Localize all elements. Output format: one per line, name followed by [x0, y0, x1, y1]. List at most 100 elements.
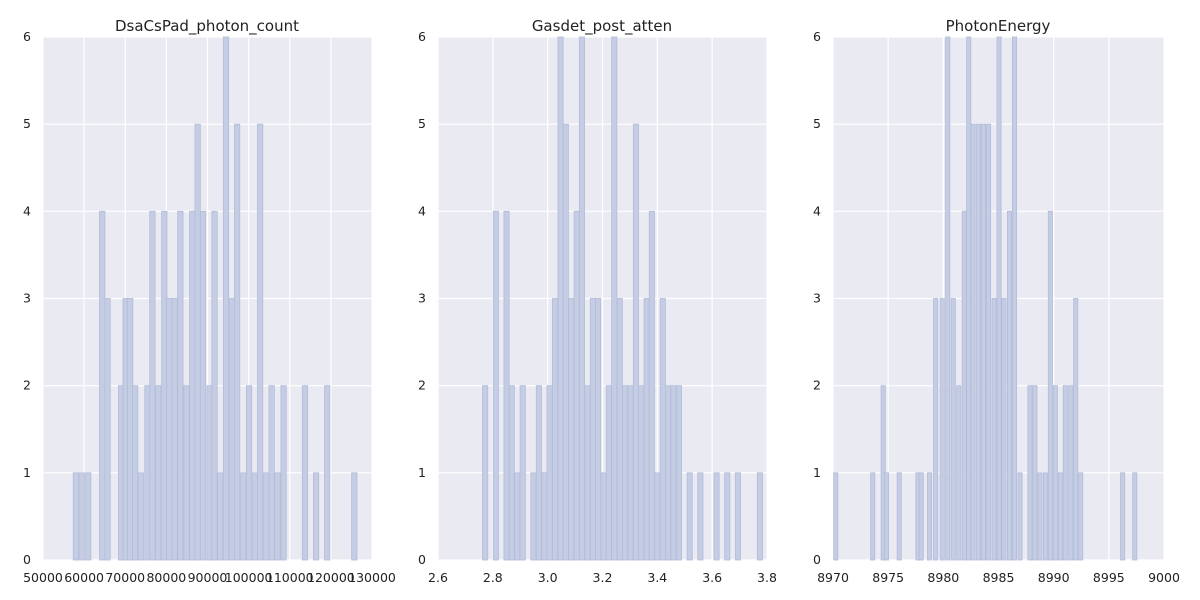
x-tick-label: 2.8	[483, 570, 503, 585]
histogram-bar	[245, 385, 253, 561]
histogram-bar	[1001, 298, 1007, 561]
panel-dsacspad-photon-count: DsaCsPad_photon_count 0 1 2 3 4 5 6 50000 60000 7…	[23, 17, 396, 585]
histogram-bar	[234, 123, 241, 561]
histogram-bar	[137, 472, 144, 561]
histogram-bar	[991, 298, 997, 561]
histogram-bar	[1047, 210, 1053, 561]
y-tick-label: 1	[23, 465, 31, 480]
histogram-bar	[621, 385, 628, 561]
histogram-bar	[665, 385, 672, 561]
histogram-bar	[217, 472, 224, 561]
histogram-bar	[1120, 472, 1126, 561]
y-tick-label: 1	[418, 465, 426, 480]
histogram-bar	[78, 472, 85, 561]
x-tick-label: 8985	[983, 570, 1015, 585]
y-tick-label: 5	[418, 116, 426, 131]
y-tick-label: 2	[23, 378, 31, 393]
histogram-bar	[578, 36, 585, 561]
y-tick-label: 2	[418, 378, 426, 393]
x-tick-label: 50000	[23, 570, 63, 585]
y-tick-label: 4	[813, 203, 821, 218]
histogram-bar	[627, 385, 634, 561]
histogram-bar	[482, 385, 489, 561]
y-tick-label: 0	[23, 552, 31, 567]
histogram-bar	[149, 210, 156, 561]
histogram-bar	[85, 472, 92, 561]
y-tick-label: 5	[23, 116, 31, 131]
histogram-bar	[1057, 472, 1063, 561]
x-tick-label: 100000	[225, 570, 273, 585]
histogram-bar	[870, 472, 876, 561]
histogram-bar	[1042, 472, 1048, 561]
histogram-bar	[896, 472, 902, 561]
histogram-bar	[734, 472, 741, 561]
histogram-bar	[686, 472, 693, 561]
x-tick-label: 120000	[307, 570, 355, 585]
y-tick-label: 3	[813, 291, 821, 306]
histogram-bar	[713, 472, 720, 561]
histogram-bar	[562, 123, 569, 561]
histogram-bar	[1062, 385, 1068, 561]
histogram-bar	[573, 210, 580, 561]
histogram-bar	[1032, 385, 1038, 561]
x-tick-label: 60000	[64, 570, 104, 585]
histogram-bar	[263, 472, 270, 561]
histogram-bar	[99, 210, 106, 561]
x-tick-label: 70000	[105, 570, 145, 585]
histogram-bar	[611, 36, 618, 561]
histogram-bar	[724, 472, 731, 561]
histogram-bar	[976, 123, 982, 561]
histogram-bar	[595, 298, 602, 561]
histogram-bar	[659, 298, 666, 561]
histogram-bar	[557, 36, 564, 561]
y-tick-label: 3	[23, 291, 31, 306]
histogram-bar	[492, 210, 499, 561]
x-tick-label: 80000	[146, 570, 186, 585]
histogram-bar	[503, 210, 510, 561]
histogram-bar	[933, 298, 939, 561]
histogram-bar	[600, 472, 607, 561]
histogram-bar	[654, 472, 661, 561]
y-tick-label: 4	[23, 203, 31, 218]
histogram-bar	[961, 210, 967, 561]
histogram-bar	[228, 298, 235, 561]
panel-gasdet-post-atten: Gasdet_post_atten 0 1 2 3 4 5 6 2.6 2.8 3.0 3.2 3.4…	[418, 17, 777, 585]
panel-photon-energy: PhotonEnergy 0 1 2 3 4 5 6 8970 8975 8980 8985 8990…	[813, 17, 1180, 585]
x-tick-label: 8980	[927, 570, 959, 585]
histogram-bar	[514, 472, 521, 561]
y-tick-label: 5	[813, 116, 821, 131]
histogram-bar	[939, 298, 945, 561]
histogram-bar	[616, 298, 623, 561]
x-tick-label: 3.6	[702, 570, 722, 585]
histogram-bar	[648, 210, 655, 561]
histogram-bar	[927, 472, 933, 561]
histogram-bar	[546, 385, 553, 561]
histogram-bar	[568, 298, 575, 561]
y-tick-label: 0	[418, 552, 426, 567]
x-tick-label: 2.6	[428, 570, 448, 585]
x-tick-label: 3.8	[757, 570, 777, 585]
x-tick-label: 130000	[348, 570, 396, 585]
histogram-bar	[552, 298, 559, 561]
histogram-bar	[956, 385, 962, 561]
histogram-bar	[950, 298, 956, 561]
y-tick-label: 3	[418, 291, 426, 306]
histogram-bar	[530, 472, 537, 561]
panel-title: DsaCsPad_photon_count	[115, 17, 299, 36]
x-tick-label: 8970	[817, 570, 849, 585]
histogram-bar	[833, 472, 839, 561]
histogram-bar	[280, 385, 287, 561]
x-tick-label: 3.0	[538, 570, 558, 585]
x-tick-label: 3.4	[647, 570, 667, 585]
histogram-bar	[541, 472, 548, 561]
histogram-bar	[274, 472, 281, 561]
histogram-bar	[1078, 472, 1084, 561]
histogram-bar	[697, 472, 704, 561]
histogram-bar	[132, 385, 139, 561]
histogram-bar	[996, 36, 1002, 561]
histogram-bar	[1007, 210, 1013, 561]
histogram-bar	[312, 472, 320, 561]
histogram-bar	[257, 123, 264, 561]
histogram-bar	[1017, 472, 1023, 561]
